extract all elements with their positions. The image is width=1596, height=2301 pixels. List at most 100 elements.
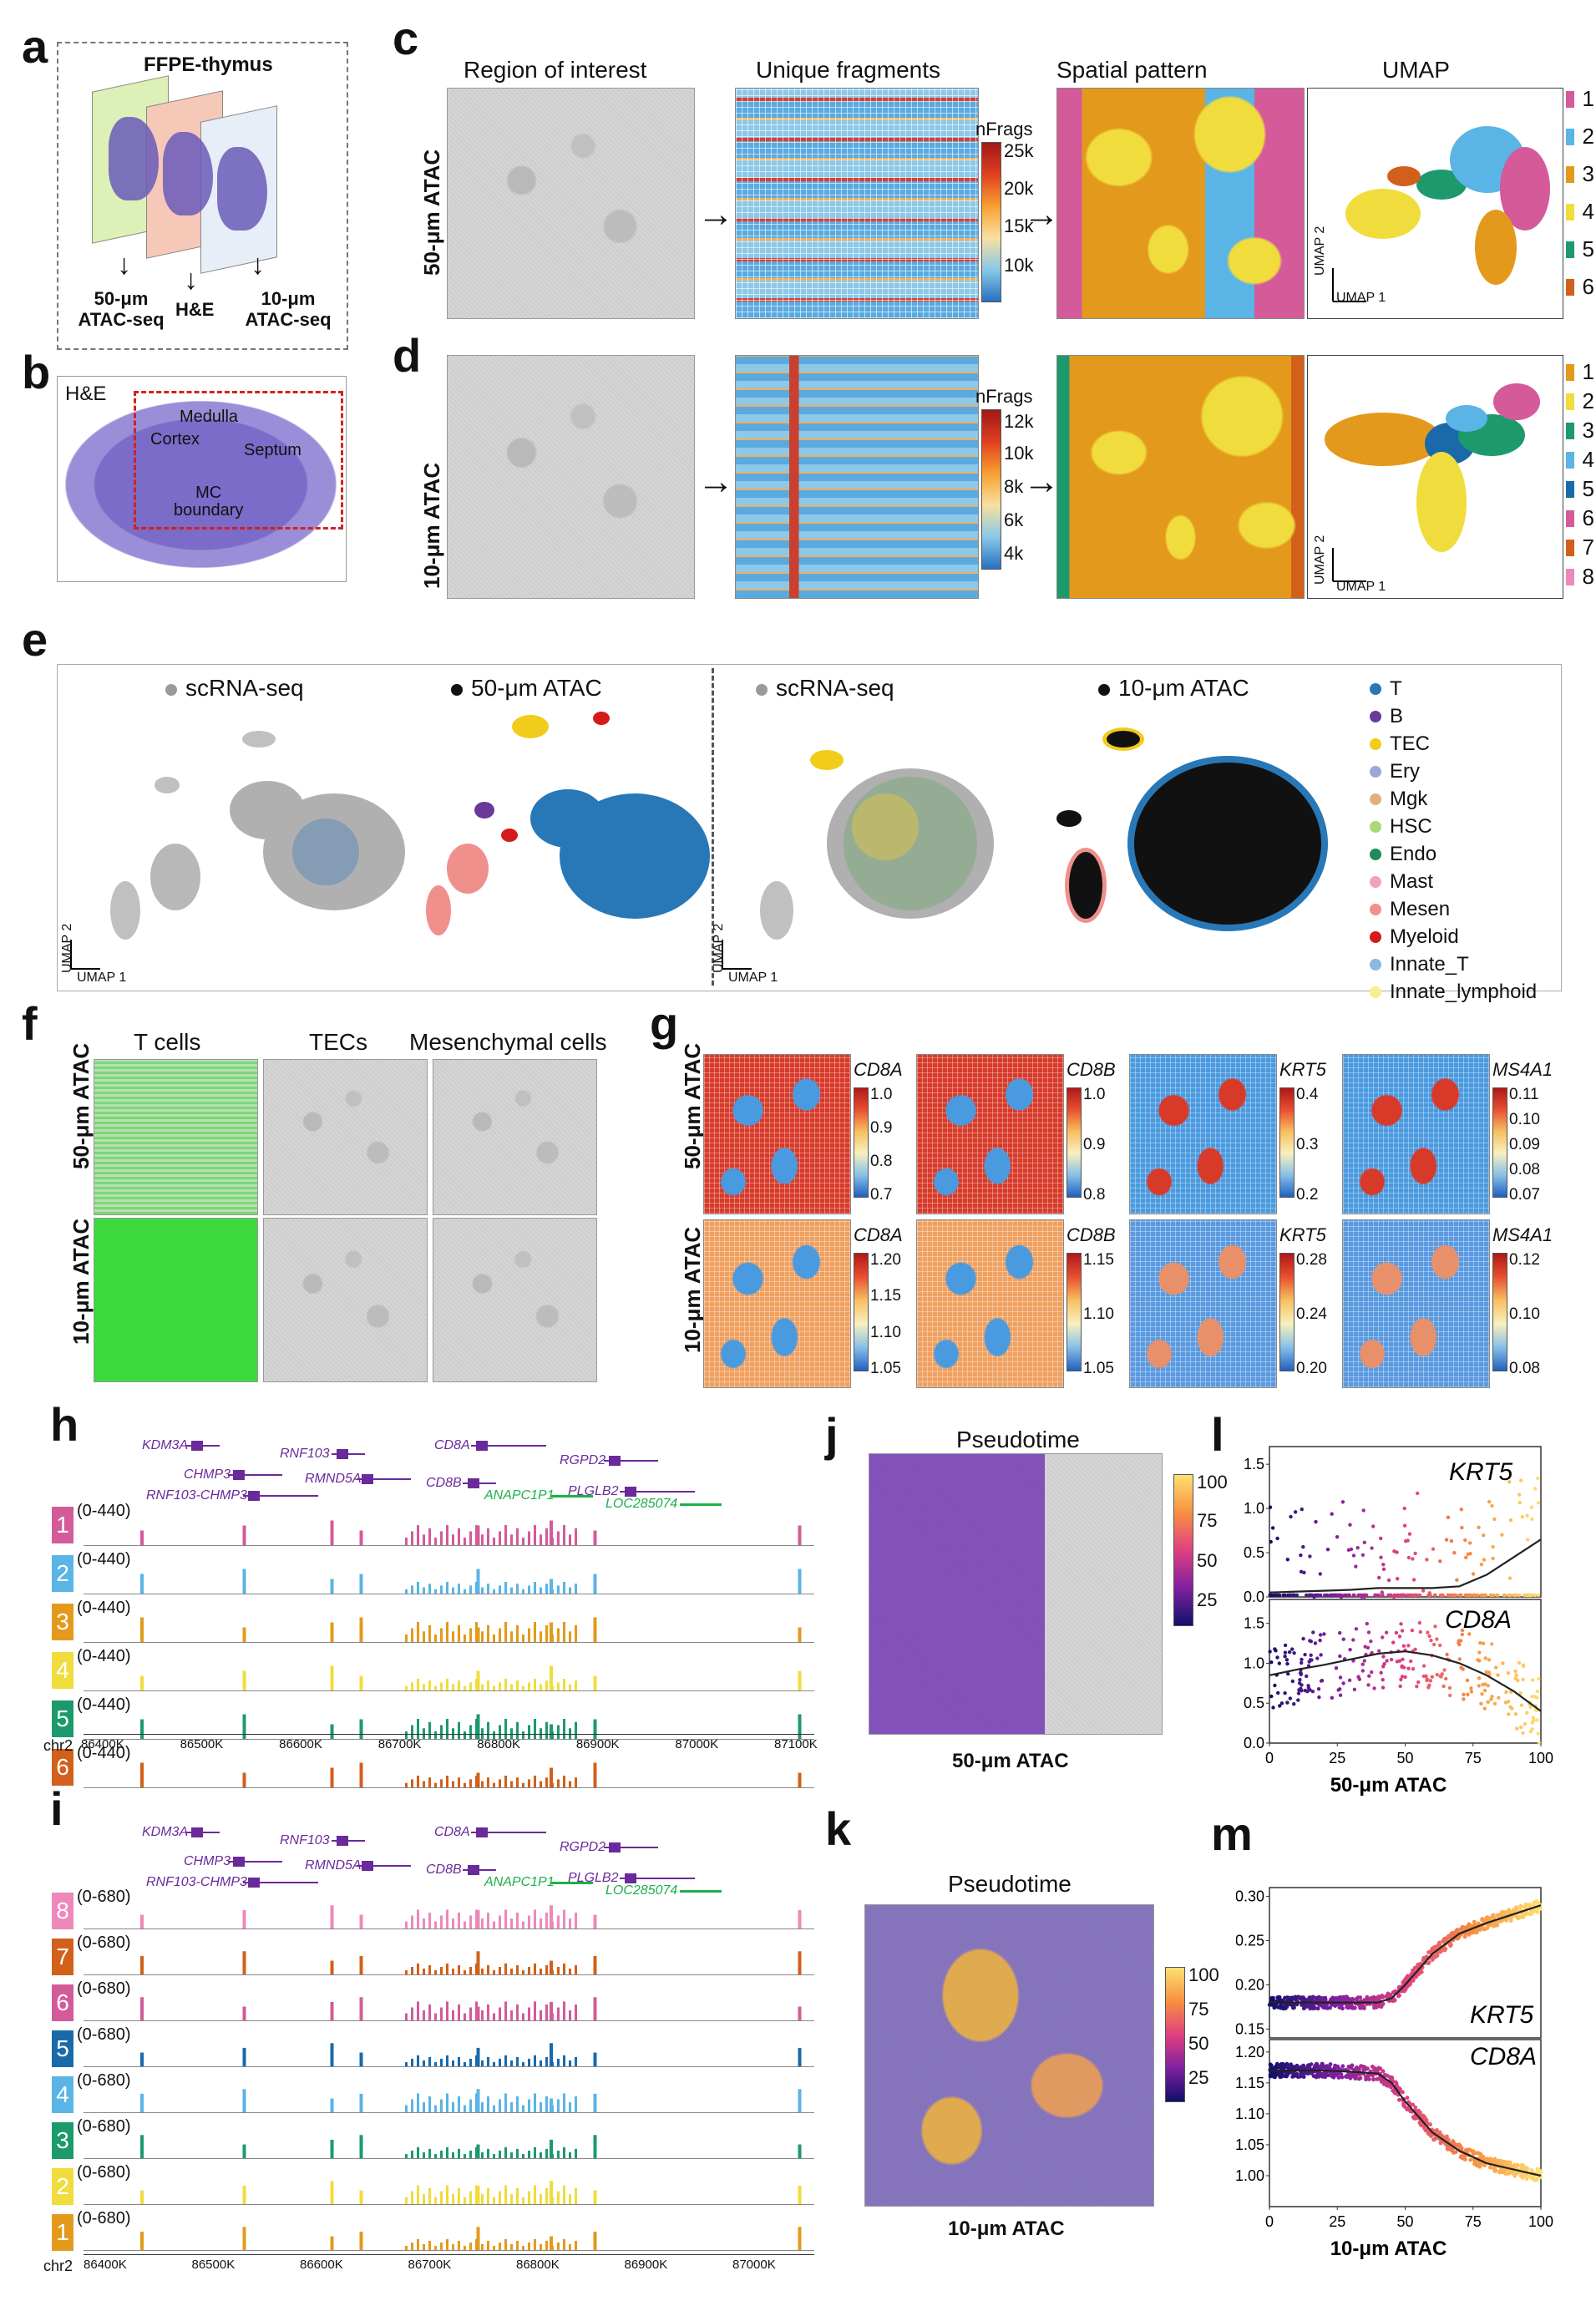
scatter-point xyxy=(1309,1995,1314,2000)
track-peak xyxy=(504,2146,507,2158)
track-peak xyxy=(417,1525,419,1545)
track-peak xyxy=(575,2004,577,2020)
panel-label-f: f xyxy=(22,997,38,1050)
track-peak xyxy=(563,1963,565,1974)
track-peak xyxy=(493,1635,495,1642)
track-peak xyxy=(452,1969,454,1974)
track-peak xyxy=(452,2194,454,2204)
e-umap-y-2: UMAP 2 xyxy=(712,923,726,973)
track-peak xyxy=(557,1628,560,1642)
scatter-point xyxy=(1306,1685,1311,1690)
track-peak xyxy=(481,2102,484,2112)
scatter-point xyxy=(1467,1632,1472,1636)
scatter-point xyxy=(1399,1677,1403,1682)
scatter-point xyxy=(1461,1667,1465,1671)
track-peak xyxy=(140,2190,144,2204)
track-peak xyxy=(481,1684,484,1690)
scatter-point xyxy=(1430,1675,1434,1679)
track-peak xyxy=(528,1531,530,1545)
track-peak xyxy=(405,2246,408,2250)
track-peak xyxy=(411,2058,413,2066)
scatter-point xyxy=(1515,1726,1519,1731)
track-peak xyxy=(557,2058,560,2066)
track-peak xyxy=(540,2060,542,2066)
track-peak xyxy=(528,2242,530,2250)
track-peak xyxy=(469,1915,472,1928)
track-peak xyxy=(510,2152,513,2158)
track-peak xyxy=(551,1782,554,1787)
scatter-point xyxy=(1508,1917,1513,1922)
track-peak xyxy=(487,1584,489,1594)
track-peak xyxy=(551,1538,554,1545)
scatter-point xyxy=(1471,2149,1476,2154)
track-peak xyxy=(516,1624,519,1642)
scatter-point xyxy=(1322,2071,1327,2076)
track-peak xyxy=(550,1767,553,1787)
gene-label-cd8b: CD8B xyxy=(426,1476,462,1490)
c-cl-3: 3 xyxy=(1582,161,1594,186)
track-peak xyxy=(423,1728,425,1739)
track-peak xyxy=(423,2194,425,2204)
track-peak xyxy=(798,1525,802,1545)
gene-exon-chmp3 xyxy=(233,1470,245,1480)
gene-label-rnf103: RNF103 xyxy=(280,1447,330,1461)
d-tick-4: 4k xyxy=(1004,543,1024,564)
track-peak xyxy=(522,1589,524,1594)
track-peak xyxy=(493,2105,495,2112)
track-peak xyxy=(242,2006,246,2020)
track-peak xyxy=(551,2154,554,2158)
gene-exon-cd8a xyxy=(476,1827,488,1837)
track-peak xyxy=(446,2093,448,2112)
g-heatmap-cd8a-1 xyxy=(703,1219,851,1388)
row-label-d: 10-μm ATAC xyxy=(419,462,444,589)
track-peak xyxy=(534,2238,536,2250)
track-peak xyxy=(475,2093,478,2112)
axis-tick-7: 87100K xyxy=(774,1737,818,1751)
scatter-point xyxy=(1289,1514,1293,1519)
scatter-point xyxy=(1492,1593,1496,1598)
scatter-point xyxy=(1301,1544,1305,1549)
scatter-point xyxy=(1295,2071,1300,2076)
scatter-point xyxy=(1371,1524,1376,1528)
track-peak xyxy=(540,1969,542,1974)
d-cl-8: 8 xyxy=(1582,564,1594,589)
track-peak xyxy=(593,1530,597,1545)
scatter-point xyxy=(1356,1593,1360,1598)
gene-label-cd8a: CD8A xyxy=(434,1438,470,1452)
scatter-point xyxy=(1403,1987,1408,1991)
track-signal-2 xyxy=(140,1569,802,1594)
track-peak xyxy=(551,2105,554,2112)
g-tick-krt5-0-2: 0.2 xyxy=(1296,1186,1319,1204)
scatter-point xyxy=(1537,1676,1541,1681)
track-peak xyxy=(563,1525,565,1545)
scatter-point xyxy=(1381,1665,1386,1669)
scatter-point xyxy=(1433,2136,1437,2141)
track-peak xyxy=(569,2244,571,2250)
track-peak xyxy=(540,2152,542,2158)
track-peak xyxy=(504,1963,507,1974)
ytick-label: 0.0 xyxy=(1244,1589,1264,1605)
track-signal-3 xyxy=(140,1617,802,1642)
scatter-point xyxy=(1513,1676,1517,1680)
track-range-5: (0-440) xyxy=(77,1695,131,1714)
gene-label-rgpd2: RGPD2 xyxy=(560,1840,606,1854)
scatter-point xyxy=(1491,1556,1495,1561)
thymus-shape-3 xyxy=(217,147,267,231)
scatter-point xyxy=(1433,1624,1437,1629)
scatter-point xyxy=(1537,1741,1542,1746)
j-caption: 50-μm ATAC xyxy=(952,1750,1069,1772)
track-peak xyxy=(487,2187,489,2204)
scatter-point xyxy=(1524,2177,1529,2182)
e-title-2: scRNA-seq xyxy=(756,675,894,702)
scatter-point xyxy=(1483,1682,1487,1686)
track-peak xyxy=(563,1582,565,1594)
scatter-point xyxy=(1279,1701,1284,1705)
track-peak xyxy=(510,1534,513,1545)
scatter-point xyxy=(1485,2157,1490,2162)
scatter-point xyxy=(1528,1705,1533,1710)
scatter-point xyxy=(1330,1512,1334,1516)
scatter-point xyxy=(1314,1519,1318,1524)
scatter-point xyxy=(1477,1684,1482,1688)
track-peak xyxy=(575,1964,577,1974)
track-peak xyxy=(575,1680,577,1690)
